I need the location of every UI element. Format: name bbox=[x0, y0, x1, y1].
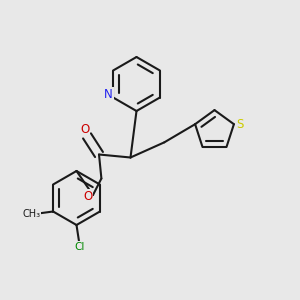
Text: Cl: Cl bbox=[74, 242, 85, 252]
Text: CH₃: CH₃ bbox=[22, 209, 40, 219]
Text: N: N bbox=[104, 88, 113, 101]
Text: O: O bbox=[80, 123, 89, 136]
Text: S: S bbox=[236, 118, 244, 131]
Text: O: O bbox=[83, 190, 92, 203]
